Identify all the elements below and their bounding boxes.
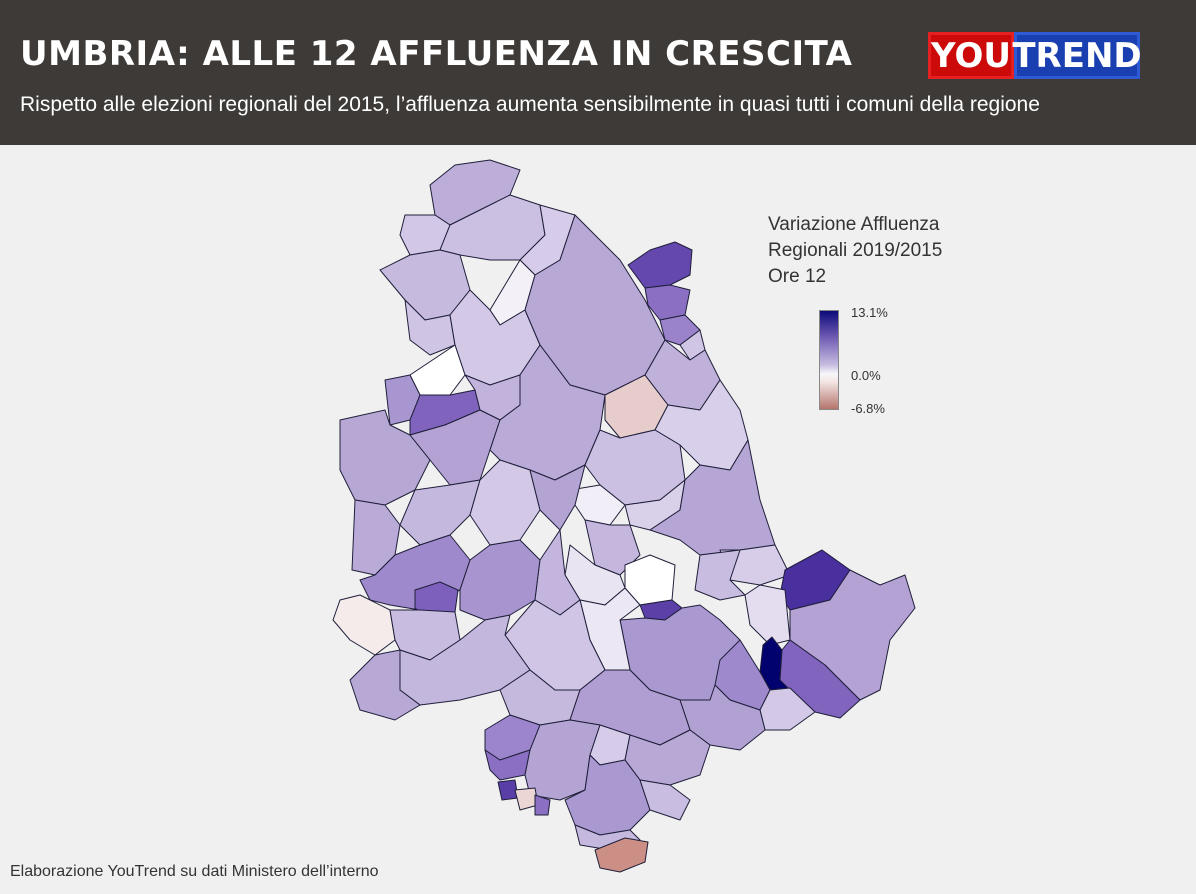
legend-max-label: 13.1%: [851, 305, 888, 320]
legend-title: Variazione Affluenza Regionali 2019/2015…: [768, 214, 943, 287]
source-note: Elaborazione YouTrend su dati Ministero …: [10, 863, 379, 880]
municipality: [594, 837, 649, 873]
legend-mid-label: 0.0%: [851, 368, 881, 383]
page-title: UMBRIA: ALLE 12 AFFLUENZA IN CRESCITA: [20, 34, 853, 74]
municipality: [529, 464, 586, 531]
municipality: [627, 241, 693, 289]
municipality: [469, 459, 541, 546]
header-banner: UMBRIA: ALLE 12 AFFLUENZA IN CRESCITA Ri…: [0, 0, 1196, 145]
municipality: [744, 584, 791, 646]
legend-color-scale: [819, 310, 839, 410]
logo-you: YOU: [928, 32, 1014, 79]
logo-trend: TREND: [1012, 32, 1142, 79]
municipality: [639, 779, 691, 821]
youtrend-logo: YOU TREND: [928, 32, 1142, 79]
municipality: [349, 649, 421, 721]
municipality: [332, 594, 396, 656]
municipality: [339, 409, 431, 506]
municipality: [694, 549, 746, 601]
municipality: [459, 539, 541, 621]
legend-min-label: -6.8%: [851, 401, 885, 416]
umbria-map: [332, 159, 916, 873]
municipality: [534, 794, 551, 816]
page-subtitle: Rispetto alle elezioni regionali del 201…: [20, 93, 1040, 116]
